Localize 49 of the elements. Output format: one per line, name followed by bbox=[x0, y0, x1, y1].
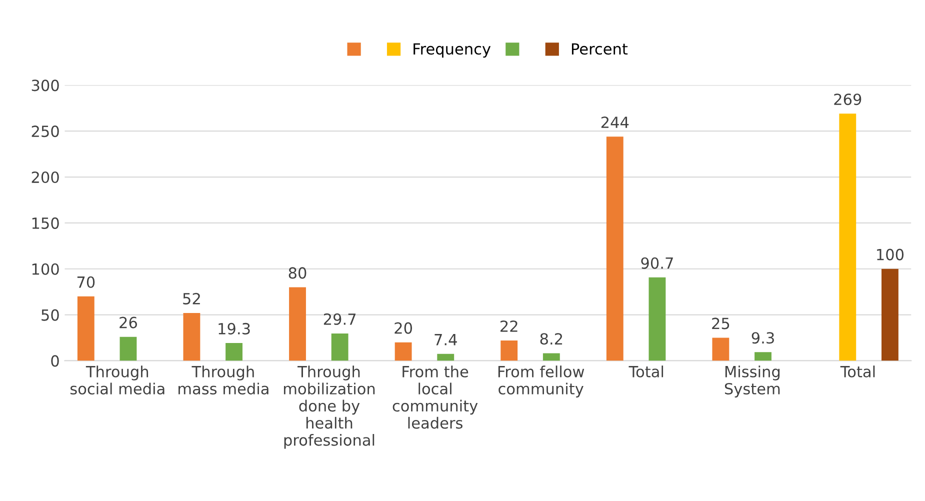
y-tick-label: 250 bbox=[32, 126, 59, 138]
x-tick-label: Missing System bbox=[724, 366, 780, 398]
data-label: 9.3 bbox=[752, 332, 774, 344]
data-label: 8.2 bbox=[540, 333, 562, 345]
y-tick-label: 150 bbox=[32, 217, 59, 229]
y-tick-label: 200 bbox=[32, 171, 59, 184]
bar bbox=[331, 333, 348, 361]
bar bbox=[183, 312, 200, 361]
x-tick-label: Total bbox=[628, 366, 664, 378]
bar bbox=[648, 277, 666, 361]
legend-label: Percent bbox=[572, 43, 628, 55]
data-label: 25 bbox=[712, 318, 730, 330]
data-label: 244 bbox=[601, 116, 629, 128]
bar bbox=[289, 287, 306, 361]
x-tick-label: Through mobilization done by health professional bbox=[284, 366, 375, 449]
legend-label: Frequency bbox=[414, 43, 491, 58]
bar bbox=[882, 268, 898, 361]
bar bbox=[120, 336, 137, 361]
data-label: 100 bbox=[877, 248, 904, 260]
y-tick-label: 0 bbox=[51, 355, 59, 367]
bar bbox=[437, 354, 454, 361]
bar bbox=[500, 340, 518, 361]
data-label: 7.4 bbox=[434, 334, 457, 346]
bar bbox=[839, 114, 856, 361]
x-tick-label: Through social media bbox=[70, 366, 164, 395]
bar bbox=[542, 353, 560, 361]
data-label: 29.7 bbox=[324, 313, 356, 325]
x-tick-label: From fellow community bbox=[498, 366, 584, 398]
data-label: 22 bbox=[500, 320, 518, 332]
bar bbox=[77, 296, 94, 361]
y-tick-label: 300 bbox=[32, 80, 59, 92]
data-label: 80 bbox=[288, 267, 306, 279]
bar bbox=[226, 342, 242, 361]
y-tick-label: 50 bbox=[42, 309, 59, 321]
data-label: 52 bbox=[183, 292, 200, 304]
data-label: 90.7 bbox=[641, 257, 673, 269]
data-label: 20 bbox=[394, 322, 412, 334]
bar bbox=[754, 352, 772, 361]
data-label: 70 bbox=[77, 276, 95, 288]
x-tick-label: From the local community leaders bbox=[392, 366, 478, 429]
data-label: 26 bbox=[120, 316, 137, 328]
x-tick-label: Total bbox=[840, 366, 875, 378]
data-label: 269 bbox=[834, 94, 862, 106]
bar bbox=[606, 136, 624, 361]
bar bbox=[712, 338, 730, 361]
data-label: 19.3 bbox=[218, 322, 250, 334]
bar bbox=[394, 342, 412, 361]
x-tick-label: Through mass media bbox=[178, 366, 268, 395]
y-tick-label: 100 bbox=[32, 263, 59, 275]
